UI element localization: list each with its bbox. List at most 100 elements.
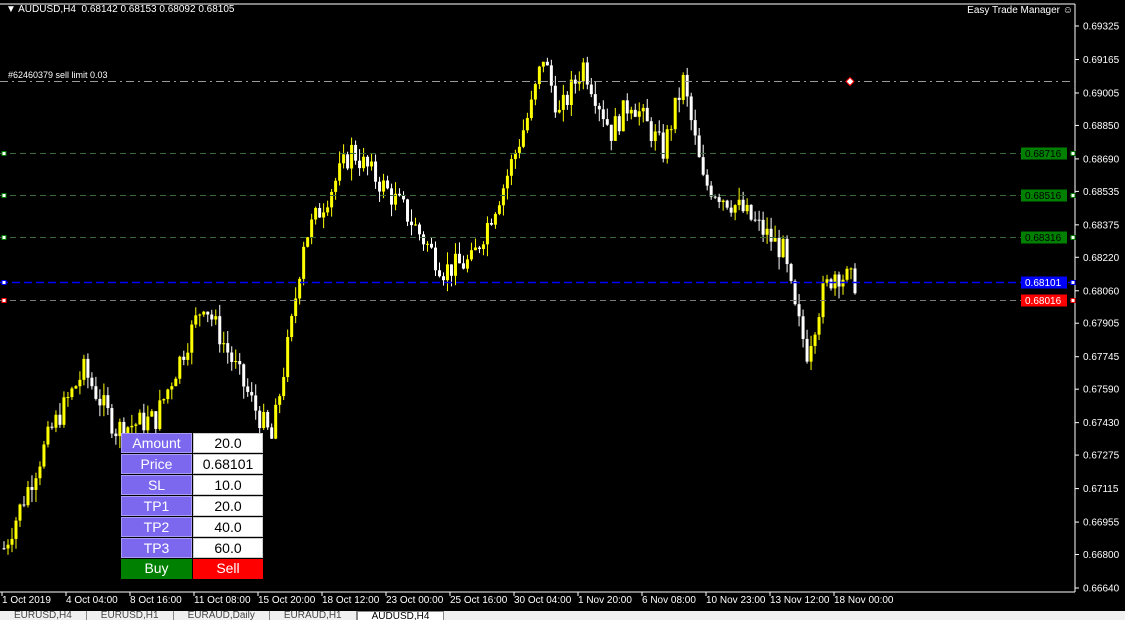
candle-body xyxy=(497,205,501,214)
price-tick-label: 0.67905 xyxy=(1083,319,1120,330)
candle-body xyxy=(54,414,58,428)
candle-body xyxy=(226,343,230,353)
candle-body xyxy=(410,221,414,226)
tab-audusd-h4[interactable]: AUDUSD,H4 xyxy=(356,611,445,620)
candle-body xyxy=(306,237,310,247)
candle-body xyxy=(665,129,669,159)
candle-body xyxy=(322,212,326,218)
candle-body xyxy=(729,207,733,213)
candle-body xyxy=(769,228,773,242)
tp3-label: TP3 xyxy=(121,538,192,558)
sl-handle-right xyxy=(1070,298,1076,303)
time-tick-label: 10 Nov 23:00 xyxy=(706,595,766,606)
price-chart[interactable]: 0.69325 0.69165 0.69005 0.68850 0.68690 0.685… xyxy=(0,0,1125,606)
price-tick-label: 0.68690 xyxy=(1083,154,1120,165)
candle-body xyxy=(801,316,805,339)
candle-body xyxy=(589,84,593,95)
candle-body xyxy=(330,191,334,208)
candle-body xyxy=(745,204,749,212)
tp1-input[interactable]: 20.0 xyxy=(193,496,263,516)
tab-euraud-h1[interactable]: EURAUD,H1 xyxy=(270,611,357,620)
candle-body xyxy=(258,410,262,429)
sl-label: SL xyxy=(121,475,192,495)
tp2-input[interactable]: 40.0 xyxy=(193,517,263,537)
candle-body xyxy=(737,199,741,206)
candle-body xyxy=(134,424,138,426)
candle-body xyxy=(557,109,561,113)
time-tick-label: 30 Oct 04:00 xyxy=(514,595,572,606)
candle-body xyxy=(605,119,609,125)
dropdown-triangle-icon[interactable]: ▼ xyxy=(6,4,16,15)
candle-body xyxy=(386,180,390,189)
time-tick-label: 18 Nov 00:00 xyxy=(834,595,894,606)
candle-body xyxy=(254,395,258,411)
price-tick-label: 0.68220 xyxy=(1083,253,1120,264)
candle-body xyxy=(469,250,473,260)
candle-body xyxy=(10,538,14,545)
candle-body xyxy=(577,81,581,84)
candle-body xyxy=(473,247,477,251)
candle-body xyxy=(761,219,765,235)
time-tick-label: 25 Oct 16:00 xyxy=(450,595,508,606)
candle-body xyxy=(657,131,661,133)
candle-body xyxy=(725,200,729,208)
candle-body xyxy=(809,346,813,362)
candle-body xyxy=(166,389,170,400)
candle-body xyxy=(613,116,617,141)
candle-body xyxy=(346,154,350,169)
candle-body xyxy=(358,160,362,169)
candle-body xyxy=(757,219,761,221)
amount-label: Amount xyxy=(121,433,192,453)
sl-input[interactable]: 10.0 xyxy=(193,475,263,495)
tp1-handle-left xyxy=(1,235,7,240)
candle-body xyxy=(2,548,6,550)
candle-body xyxy=(194,315,198,325)
candle-body xyxy=(697,135,701,158)
candle-body xyxy=(382,180,386,192)
sl-price-label-bg xyxy=(1021,294,1067,307)
entry-price-label-bg xyxy=(1021,276,1067,289)
tab-eurusd-h1[interactable]: EURUSD,H1 xyxy=(87,611,174,620)
candle-body xyxy=(609,124,613,141)
candle-body xyxy=(485,222,489,245)
candle-body xyxy=(82,358,86,380)
candle-body xyxy=(278,396,282,405)
time-tick-label: 1 Nov 20:00 xyxy=(578,595,632,606)
candle-body xyxy=(585,62,589,85)
tp2-row: TP2 40.0 xyxy=(121,517,264,538)
candle-body xyxy=(433,247,437,271)
candle-body xyxy=(481,244,485,250)
candle-body xyxy=(326,207,330,213)
tab-eurusd-h4[interactable]: EURUSD,H4 xyxy=(0,611,87,620)
tab-euraud-daily[interactable]: EURAUD,Daily xyxy=(174,611,270,620)
candle-body xyxy=(34,478,38,490)
candle-body xyxy=(717,197,721,203)
sell-button[interactable]: Sell xyxy=(193,559,263,579)
price-input[interactable]: 0.68101 xyxy=(193,454,263,474)
candle-body xyxy=(70,388,74,398)
candle-body xyxy=(178,356,182,379)
price-tick-label: 0.69005 xyxy=(1083,88,1120,99)
sl-price-label: 0.68016 xyxy=(1025,296,1062,307)
candle-body xyxy=(170,386,174,390)
candle-body xyxy=(493,213,497,225)
candle-body xyxy=(86,358,90,378)
candle-body xyxy=(218,316,222,345)
candle-body xyxy=(370,161,374,167)
price-tick-label: 0.66640 xyxy=(1083,584,1120,595)
candle-body xyxy=(238,361,242,365)
candle-body xyxy=(693,120,697,136)
time-tick-label: 6 Nov 08:00 xyxy=(642,595,696,606)
candle-body xyxy=(394,193,398,205)
price-tick-label: 0.69165 xyxy=(1083,55,1120,66)
buy-button[interactable]: Buy xyxy=(121,559,192,579)
candle-body xyxy=(661,132,665,159)
amount-input[interactable]: 20.0 xyxy=(193,433,263,453)
candle-body xyxy=(42,444,46,467)
candle-body xyxy=(310,219,314,238)
tp3-input[interactable]: 60.0 xyxy=(193,538,263,558)
candle-body xyxy=(685,74,689,97)
tp2-label: TP2 xyxy=(121,517,192,537)
tp2-handle-left xyxy=(1,193,7,198)
candle-body xyxy=(186,352,190,360)
